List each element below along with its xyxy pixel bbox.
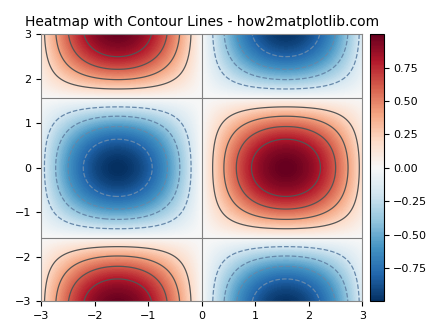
Title: Heatmap with Contour Lines - how2matplotlib.com: Heatmap with Contour Lines - how2matplot…: [25, 15, 379, 29]
